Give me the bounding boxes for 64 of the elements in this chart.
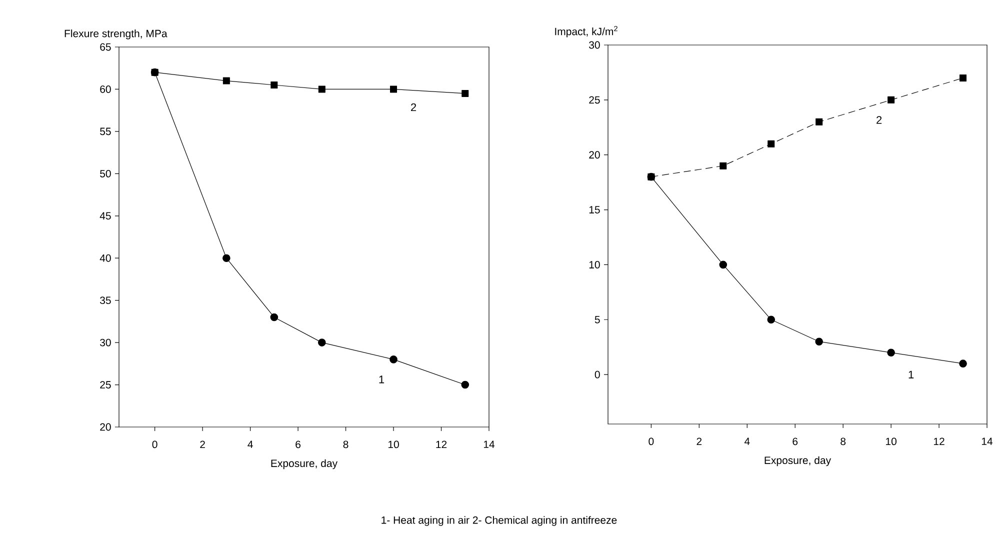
x-tick-label: 10 [886, 438, 896, 446]
y-tick-label: 20 [589, 151, 600, 159]
y-tick-label: 50 [100, 170, 111, 178]
y-tick-label: 60 [100, 86, 111, 93]
point [222, 77, 230, 84]
x-tick-label: 4 [744, 438, 750, 445]
y-tick-label: 65 [100, 43, 111, 51]
y-tick-label: 30 [100, 338, 111, 346]
point [767, 316, 776, 324]
series-label: 2 [411, 103, 416, 112]
x-tick-label: 14 [484, 440, 495, 448]
y-tick-label: 10 [589, 260, 600, 268]
point [318, 338, 326, 346]
point [719, 260, 728, 269]
point [390, 86, 398, 93]
point [222, 254, 230, 262]
point [815, 338, 823, 346]
point [720, 162, 727, 170]
y-tick-label: 55 [100, 128, 111, 136]
point [390, 356, 398, 364]
y-tick-label: 15 [589, 206, 600, 214]
y-tick-label: 20 [100, 423, 111, 431]
y-tick-label: 30 [589, 41, 600, 49]
x-tick-label: 12 [934, 438, 944, 446]
x-axis-title: Exposure, day [271, 459, 338, 470]
point [960, 74, 967, 82]
x-tick-label: 6 [296, 440, 300, 448]
x-tick-label: 4 [248, 440, 253, 448]
point [318, 86, 326, 93]
point [768, 140, 775, 148]
point [959, 360, 967, 368]
y-tick-label: 0 [594, 370, 600, 378]
series-label: 2 [876, 116, 882, 124]
x-tick-label: 14 [982, 438, 993, 445]
x-tick-label: 0 [648, 438, 654, 446]
point [648, 173, 655, 180]
point [151, 68, 158, 76]
series-label: 1 [908, 370, 914, 378]
x-tick-label: 8 [840, 438, 846, 446]
y-tick-label: 45 [100, 212, 111, 220]
point [887, 348, 895, 356]
point [888, 96, 895, 104]
point [270, 82, 278, 88]
series-label: 1 [379, 376, 384, 384]
x-tick-label: 6 [792, 438, 798, 446]
y-tick-label: 25 [100, 381, 111, 388]
y-axis-title: Impact, kJ/m$^{2}$ [555, 26, 618, 38]
y-axis-title: Flexure strength, MPa [64, 30, 168, 40]
point [816, 118, 823, 126]
x-tick-label: 8 [343, 440, 348, 448]
x-tick-label: 2 [200, 440, 205, 448]
point [270, 313, 278, 322]
x-axis-title: Exposure, day [764, 456, 832, 466]
text: 1- Heat aging in air 2- Chemical aging in antifreeze [382, 516, 617, 526]
x-tick-label: 12 [436, 440, 447, 448]
y-tick-label: 40 [100, 254, 111, 262]
y-tick-label: 5 [594, 316, 600, 324]
point [462, 90, 469, 97]
x-tick-label: 10 [388, 440, 399, 448]
x-tick-label: 0 [152, 440, 158, 448]
x-tick-label: 2 [696, 438, 702, 446]
y-tick-label: 25 [589, 96, 600, 104]
point [461, 380, 470, 389]
y-tick-label: 35 [100, 296, 111, 304]
